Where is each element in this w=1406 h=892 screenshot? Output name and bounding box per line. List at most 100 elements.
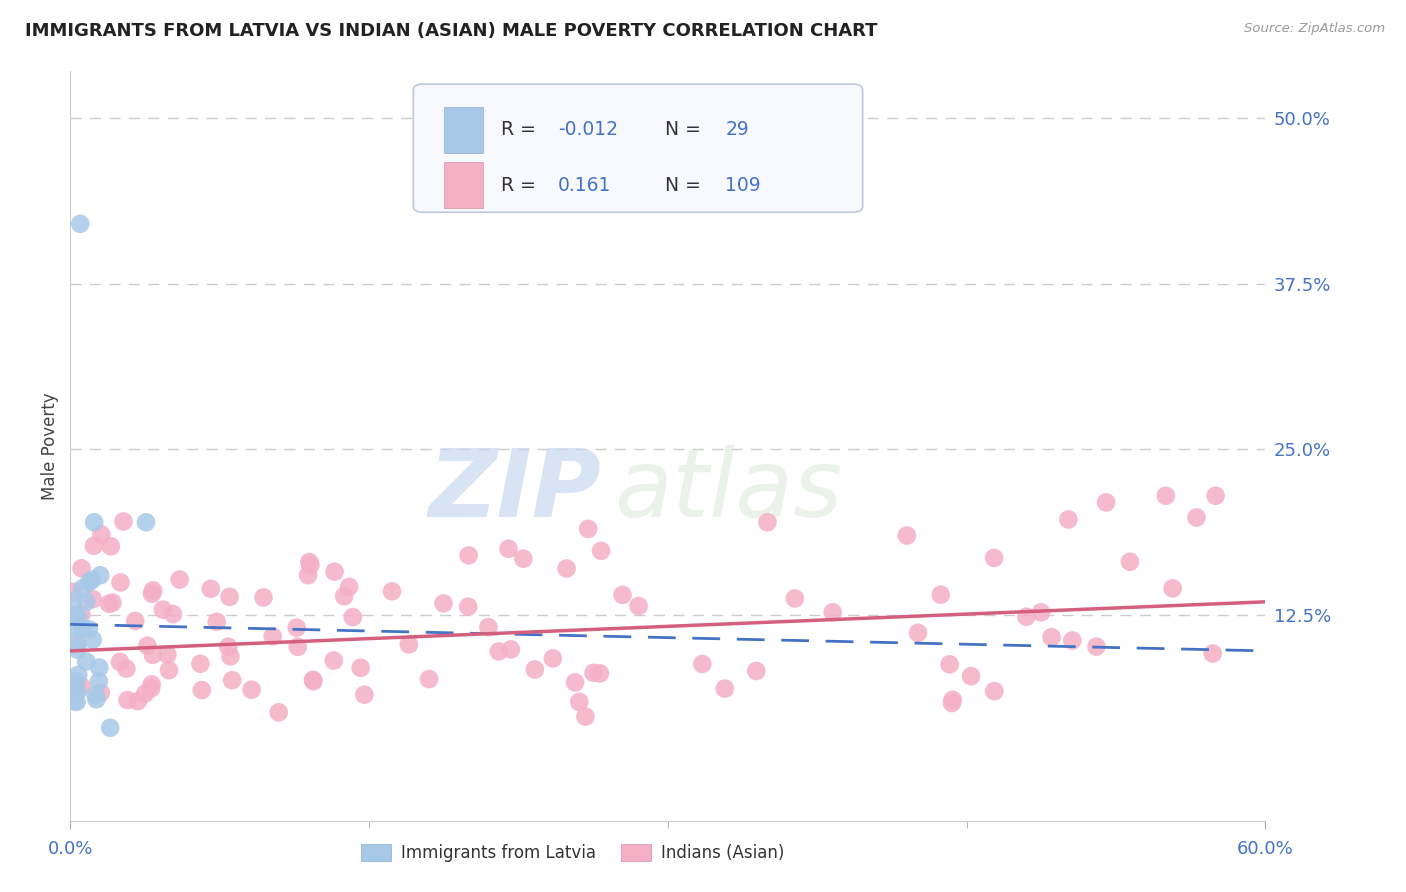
Point	[298, 555, 321, 569]
Point	[65, 674, 87, 689]
Point	[983, 684, 1005, 698]
Point	[541, 651, 564, 665]
Point	[582, 665, 605, 680]
Point	[135, 515, 157, 529]
Point	[86, 692, 108, 706]
Point	[612, 588, 634, 602]
Point	[89, 568, 111, 582]
Point	[63, 678, 86, 692]
Point	[90, 686, 112, 700]
Point	[267, 706, 290, 720]
Point	[432, 596, 454, 610]
Text: 0.161: 0.161	[558, 176, 612, 194]
Point	[1040, 630, 1063, 644]
Point	[218, 590, 240, 604]
Point	[381, 584, 404, 599]
Point	[983, 550, 1005, 565]
Point	[1202, 647, 1225, 661]
Point	[219, 649, 242, 664]
Point	[1095, 495, 1118, 509]
Point	[90, 527, 112, 541]
Point	[938, 657, 960, 672]
Point	[589, 666, 612, 681]
Text: N =: N =	[665, 120, 707, 139]
Point	[124, 614, 146, 628]
Point	[67, 610, 90, 624]
Point	[353, 688, 375, 702]
Point	[323, 565, 346, 579]
Point	[87, 674, 110, 689]
Point	[67, 667, 90, 681]
Point	[217, 640, 239, 654]
Point	[83, 515, 105, 529]
Point	[62, 584, 84, 599]
Point	[821, 605, 844, 619]
Text: IMMIGRANTS FROM LATVIA VS INDIAN (ASIAN) MALE POVERTY CORRELATION CHART: IMMIGRANTS FROM LATVIA VS INDIAN (ASIAN)…	[25, 22, 877, 40]
Point	[333, 589, 356, 603]
Y-axis label: Male Poverty: Male Poverty	[41, 392, 59, 500]
Point	[83, 539, 105, 553]
Point	[576, 522, 599, 536]
Point	[1062, 633, 1084, 648]
Point	[89, 660, 111, 674]
Point	[1119, 555, 1142, 569]
Point	[66, 695, 89, 709]
Point	[350, 661, 373, 675]
Point	[82, 592, 104, 607]
Point	[627, 599, 650, 613]
Point	[488, 644, 510, 658]
Point	[1205, 489, 1227, 503]
FancyBboxPatch shape	[413, 84, 863, 212]
Bar	[444, 162, 482, 209]
Point	[498, 541, 520, 556]
Point	[523, 663, 546, 677]
Point	[117, 693, 139, 707]
Point	[84, 688, 107, 702]
Point	[262, 629, 284, 643]
Point	[62, 593, 84, 607]
Text: Source: ZipAtlas.com: Source: ZipAtlas.com	[1244, 22, 1385, 36]
Point	[574, 709, 596, 723]
Point	[65, 634, 87, 648]
Point	[108, 655, 131, 669]
Point	[512, 551, 534, 566]
Point	[141, 587, 163, 601]
Point	[141, 677, 163, 691]
Point	[200, 582, 222, 596]
Point	[285, 621, 308, 635]
Point	[1185, 510, 1208, 524]
Point	[115, 662, 138, 676]
Point	[941, 696, 963, 710]
Point	[1029, 606, 1052, 620]
Point	[112, 515, 135, 529]
Point	[907, 625, 929, 640]
Point	[77, 623, 100, 637]
Point	[1015, 609, 1038, 624]
Text: 109: 109	[725, 176, 761, 194]
Point	[477, 620, 499, 634]
Point	[960, 669, 983, 683]
Point	[418, 672, 440, 686]
Point	[240, 682, 263, 697]
Point	[70, 561, 93, 575]
Legend: Immigrants from Latvia, Indians (Asian): Immigrants from Latvia, Indians (Asian)	[354, 837, 790, 869]
Point	[100, 539, 122, 553]
Point	[190, 657, 212, 671]
Point	[342, 610, 364, 624]
Point	[756, 515, 779, 529]
Point	[297, 568, 319, 582]
Point	[66, 642, 89, 657]
Point	[942, 692, 965, 706]
Point	[63, 694, 86, 708]
Point	[70, 582, 93, 596]
Point	[555, 561, 578, 575]
Text: 29: 29	[725, 120, 749, 139]
Text: ZIP: ZIP	[429, 445, 602, 537]
Point	[70, 607, 93, 622]
Point	[896, 528, 918, 542]
Text: N =: N =	[665, 176, 707, 194]
Point	[136, 639, 159, 653]
Point	[110, 575, 132, 590]
Point	[568, 695, 591, 709]
Point	[337, 580, 360, 594]
